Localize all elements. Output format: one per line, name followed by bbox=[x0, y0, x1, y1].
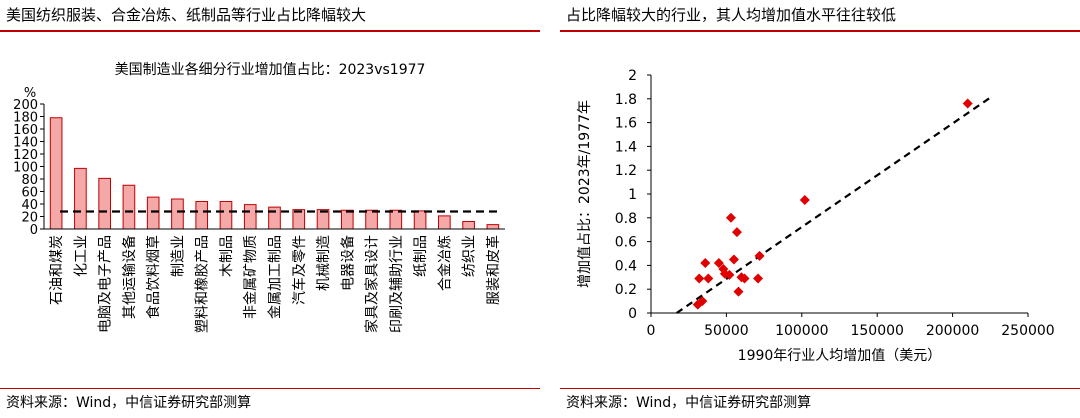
bar-y-tick-label: 200 bbox=[13, 98, 38, 113]
bar-chart-title: 美国制造业各细分行业增加值占比：2023vs1977 bbox=[115, 62, 426, 78]
bar-category-label: 服装和皮革 bbox=[486, 235, 502, 305]
scatter-y-tick-label: 1.6 bbox=[615, 116, 637, 132]
bar bbox=[486, 224, 500, 230]
bar bbox=[243, 204, 257, 230]
bar bbox=[171, 198, 184, 230]
scatter-x-tick-label: 0 bbox=[647, 323, 656, 339]
scatter-point bbox=[718, 263, 729, 274]
scatter-trendline bbox=[676, 96, 991, 314]
scatter-point bbox=[692, 299, 703, 310]
bar bbox=[122, 184, 136, 230]
scatter-point bbox=[733, 286, 744, 297]
bar bbox=[462, 221, 475, 230]
bar-y-tick-label: 40 bbox=[21, 198, 38, 213]
right-panel: 占比降幅较大的行业，其人均增加值水平往往较低 0 0.2 0.4 0.6 0.8 1 1.2… bbox=[560, 0, 1080, 417]
bar-y-tick-label: 0 bbox=[30, 223, 38, 238]
scatter-x-axis-label: 1990年行业人均增加值（美元） bbox=[738, 348, 942, 364]
scatter-x-tick-label: 150000 bbox=[850, 323, 903, 339]
scatter-point bbox=[724, 269, 735, 280]
scatter-point bbox=[962, 98, 973, 109]
scatter-x-tick-label: 200000 bbox=[926, 323, 979, 339]
scatter-point bbox=[799, 194, 810, 205]
bar-category-label: 印刷及辅助行业 bbox=[389, 235, 405, 333]
bar-category-label: 食品饮料烟草 bbox=[145, 235, 162, 319]
scatter-point bbox=[700, 258, 711, 269]
bar-y-tick-label: 180 bbox=[13, 111, 38, 126]
bar-y-axis-label: % bbox=[24, 86, 36, 101]
bar-category-label: 汽车及零件 bbox=[291, 235, 308, 305]
bar bbox=[146, 196, 160, 230]
bar-y-tick-label: 100 bbox=[13, 161, 38, 176]
scatter-point bbox=[754, 250, 765, 261]
right-panel-header: 占比降幅较大的行业，其人均增加值水平往往较低 bbox=[560, 0, 1080, 32]
bar-category-label: 其他运输设备 bbox=[121, 235, 138, 319]
scatter-y-tick-label: 0.6 bbox=[615, 235, 637, 251]
left-panel-source: 资料来源：Wind，中信证券研究部测算 bbox=[0, 388, 540, 418]
scatter-point bbox=[703, 273, 714, 284]
bar-category-label: 电器设备 bbox=[339, 235, 356, 291]
scatter-y-tick-label: 1.8 bbox=[615, 92, 637, 108]
left-panel-header: 美国纺织服装、合金冶炼、纸制品等行业占比降幅较大 bbox=[0, 0, 540, 32]
bar-category-label: 机械制造 bbox=[316, 235, 332, 291]
bar-category-label: 非金属矿物质 bbox=[243, 235, 259, 319]
right-panel-source: 资料来源：Wind，中信证券研究部测算 bbox=[560, 388, 1080, 418]
bar-chart: 美国制造业各细分行业增加值占比：2023vs1977%0204060801001… bbox=[13, 62, 505, 333]
bar-y-tick-label: 60 bbox=[21, 186, 38, 201]
left-panel: 美国纺织服装、合金冶炼、纸制品等行业占比降幅较大 美国制造业各细分行业增加值占比… bbox=[0, 0, 540, 417]
scatter-point bbox=[731, 227, 742, 238]
bar-category-label: 电脑及电子产品 bbox=[98, 235, 114, 333]
scatter-point bbox=[697, 296, 708, 307]
scatter-y-tick-label: 0.8 bbox=[615, 211, 637, 227]
bar-y-tick-label: 80 bbox=[21, 173, 38, 188]
bar bbox=[389, 209, 403, 230]
scatter-point bbox=[753, 273, 764, 284]
bar bbox=[340, 209, 354, 230]
bar bbox=[74, 167, 87, 230]
bar-category-label: 家具及家具设计 bbox=[364, 235, 381, 333]
bar-category-label: 制造业 bbox=[170, 235, 186, 277]
scatter-y-tick-label: 0.4 bbox=[615, 258, 637, 274]
bar bbox=[219, 201, 233, 230]
bar bbox=[365, 209, 378, 230]
scatter-y-tick-label: 0.2 bbox=[615, 282, 637, 298]
bar-category-label: 纸制品 bbox=[413, 235, 429, 277]
scatter-y-tick-label: 1.2 bbox=[615, 163, 637, 179]
bar-category-label: 木制品 bbox=[219, 235, 235, 277]
bar bbox=[413, 210, 427, 230]
scatter-y-tick-label: 2 bbox=[628, 68, 637, 84]
bar-category-label: 合金冶炼 bbox=[437, 235, 453, 291]
scatter-point bbox=[725, 212, 736, 223]
scatter-point bbox=[728, 254, 739, 265]
bar-category-label: 塑料和橡胶产品 bbox=[194, 235, 211, 333]
bar-y-tick-label: 120 bbox=[13, 148, 38, 163]
bar-category-label: 化工业 bbox=[73, 235, 89, 277]
scatter-y-tick-label: 1.4 bbox=[615, 139, 637, 155]
scatter-point bbox=[694, 273, 705, 284]
bar-y-tick-label: 160 bbox=[13, 123, 38, 138]
scatter-x-tick-label: 100000 bbox=[775, 323, 828, 339]
scatter-x-tick-label: 50000 bbox=[704, 323, 749, 339]
bar-category-label: 石油和煤炭 bbox=[49, 235, 65, 305]
bar bbox=[98, 177, 111, 230]
bar-category-label: 金属加工制品 bbox=[268, 235, 284, 319]
bar bbox=[438, 215, 451, 230]
bar bbox=[195, 201, 209, 230]
bar-y-tick-label: 20 bbox=[21, 211, 38, 226]
bar-y-tick-label: 140 bbox=[13, 136, 38, 151]
scatter-y-axis-label: 增加值占比：2023年/1977年 bbox=[577, 100, 593, 288]
scatter-y-tick-label: 0 bbox=[628, 306, 637, 322]
scatter-point bbox=[739, 273, 750, 284]
scatter-y-tick-label: 1 bbox=[628, 187, 637, 203]
scatter-chart: 0 0.2 0.4 0.6 0.8 1 1.2 1.4 1.6 1.8 2 0 50000 100000 1… bbox=[577, 68, 1055, 364]
scatter-point bbox=[713, 258, 724, 269]
scatter-x-tick-label: 250000 bbox=[1001, 323, 1054, 339]
bar-category-label: 纺织业 bbox=[462, 235, 478, 277]
